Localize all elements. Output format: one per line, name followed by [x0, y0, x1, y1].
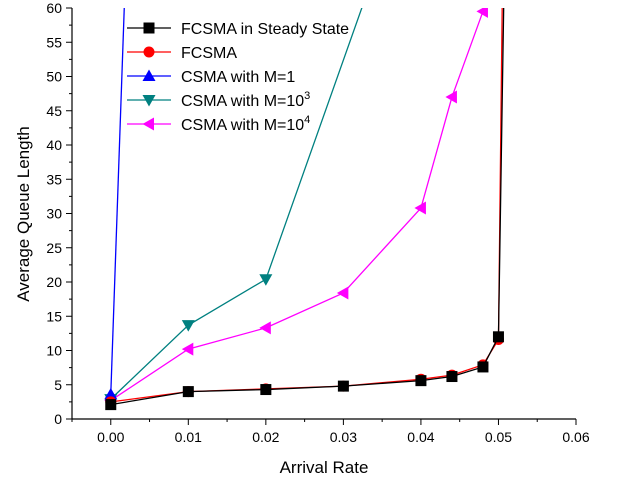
- x-tick-label: 0.03: [330, 429, 357, 445]
- series-5-line: [110, 8, 485, 402]
- legend-label: FCSMA: [181, 45, 237, 62]
- x-tick-label: 0.04: [407, 429, 434, 445]
- series-5: [104, 8, 488, 408]
- legend-label: CSMA with M=1: [181, 69, 295, 86]
- series-layer: [104, 8, 505, 411]
- series-3: [104, 8, 125, 400]
- legend-item-5: CSMA with M=104: [127, 114, 310, 134]
- y-tick-label: 0: [54, 411, 62, 427]
- x-tick-label: 0.02: [252, 429, 279, 445]
- series-1-point-6: [446, 371, 458, 383]
- legend-item-1: FCSMA in Steady State: [127, 21, 349, 38]
- legend-swatch-marker: [143, 46, 155, 58]
- legend-label: FCSMA in Steady State: [181, 21, 349, 38]
- y-tick-label: 25: [46, 240, 62, 256]
- axes-layer: 0 5 10 15 20 25 30 35 40 45 50 55 60 0.00 0.01 0.02 0.03…: [46, 0, 589, 445]
- series-1-point-3: [260, 384, 272, 396]
- y-tick-label: 10: [46, 343, 62, 359]
- series-5-point-5: [414, 201, 426, 215]
- series-1-point-8: [492, 331, 504, 343]
- legend-swatch-marker: [143, 22, 155, 34]
- y-tick-label: 5: [54, 377, 62, 393]
- legend-item-3: CSMA with M=1: [127, 69, 295, 86]
- y-axis-title: Average Queue Length: [14, 126, 33, 302]
- series-1-point-4: [337, 380, 349, 392]
- y-tick-label: 35: [46, 171, 62, 187]
- legend-item-2: FCSMA: [127, 45, 237, 62]
- series-5-point-4: [336, 286, 349, 300]
- legend-label: CSMA with M=103: [181, 90, 310, 110]
- y-tick-label: 45: [46, 103, 62, 119]
- series-5-point-6: [445, 90, 457, 104]
- y-tick-label: 55: [46, 34, 62, 50]
- series-5-point-7: [476, 8, 488, 18]
- y-tick-label: 15: [46, 308, 62, 324]
- series-4-line: [110, 8, 363, 400]
- series-5-point-3: [259, 321, 271, 335]
- series-3-point-1: [104, 387, 118, 400]
- series-2-line: [110, 8, 503, 403]
- x-tick-label: 0.00: [97, 429, 124, 445]
- x-tick-label: 0.01: [175, 429, 202, 445]
- series-4-point-2: [181, 320, 195, 332]
- series-1-point-1: [105, 399, 117, 411]
- series-1-line: [110, 8, 505, 406]
- series-4-point-3: [259, 274, 273, 286]
- x-tick-label: 0.05: [485, 429, 512, 445]
- legend-swatch-marker: [142, 95, 156, 107]
- y-tick-label: 50: [46, 69, 62, 85]
- x-tick-label: 0.06: [562, 429, 589, 445]
- y-tick-label: 60: [46, 0, 62, 16]
- legend-label: CSMA with M=104: [181, 114, 310, 134]
- series-1: [105, 8, 505, 411]
- x-axis-title: Arrival Rate: [280, 458, 369, 477]
- legend-swatch-marker: [142, 69, 156, 81]
- y-tick-label: 30: [46, 206, 62, 222]
- y-tick-label: 40: [46, 137, 62, 153]
- series-1-point-7: [477, 361, 489, 373]
- y-tick-label: 20: [46, 274, 62, 290]
- legend-item-4: CSMA with M=103: [127, 90, 310, 110]
- series-1-point-2: [182, 386, 194, 398]
- series-3-line: [110, 8, 125, 395]
- legend: FCSMA in Steady State FCSMA CSMA with M=1 C…: [127, 21, 349, 134]
- legend-swatch-marker: [142, 117, 154, 131]
- series-2: [105, 8, 504, 408]
- series-5-point-2: [181, 342, 194, 356]
- series-1-point-5: [415, 375, 427, 387]
